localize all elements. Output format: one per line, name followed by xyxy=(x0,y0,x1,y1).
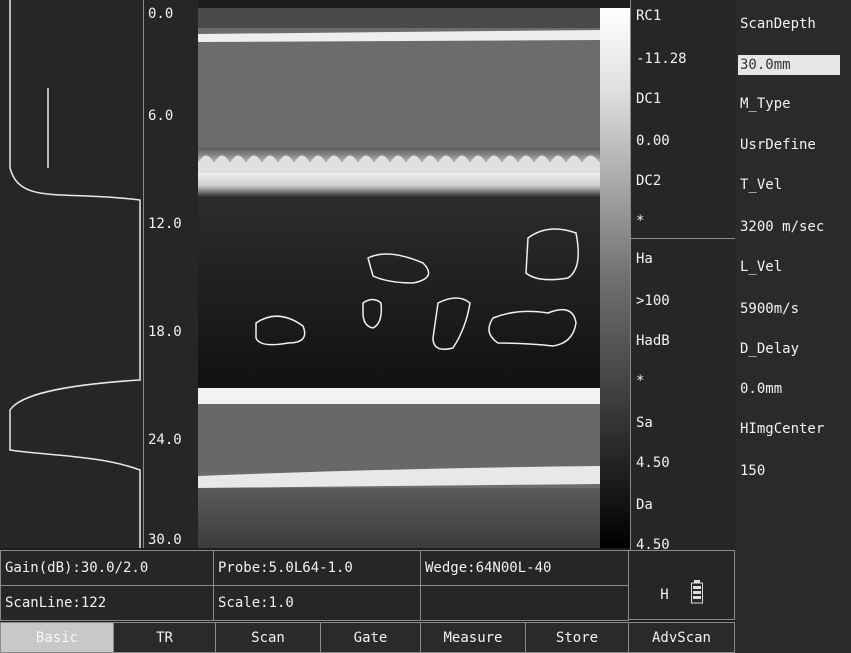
depth-label: 18.0 xyxy=(148,324,182,340)
status-field: ScanLine:122 xyxy=(0,585,214,621)
depth-label: 12.0 xyxy=(148,216,182,232)
a-scan-panel xyxy=(0,0,143,548)
status-field: Wedge:64N00L-40 xyxy=(420,550,629,586)
tab[interactable]: Measure xyxy=(420,622,526,653)
status-indicator: H xyxy=(628,550,735,620)
tab[interactable]: AdvScan xyxy=(628,622,735,653)
tab[interactable]: Basic xyxy=(0,622,114,653)
readout: DC1 xyxy=(636,91,661,107)
tab[interactable]: Store xyxy=(525,622,629,653)
mode-indicator: H xyxy=(660,587,668,603)
readout-panel: RC1 -11.28 DC1 0.00 DC2 * Ha >100 HadB *… xyxy=(630,0,737,585)
parameter-panel: ScanDepth 30.0mm M_Type UsrDefine T_Vel … xyxy=(735,0,851,653)
depth-label: 30.0 xyxy=(148,532,182,548)
depth-scale: 0.0 6.0 12.0 18.0 24.0 30.0 xyxy=(143,0,199,548)
tab[interactable]: Gate xyxy=(320,622,421,653)
parameter-value[interactable]: UsrDefine xyxy=(740,137,816,153)
status-field xyxy=(420,585,629,621)
readout: RC1 xyxy=(636,8,661,24)
parameter-label: HImgCenter xyxy=(740,421,824,437)
status-field: Scale:1.0 xyxy=(213,585,421,621)
status-field: Gain(dB):30.0/2.0 xyxy=(0,550,214,586)
flaw-detector-screen: 0.0 6.0 12.0 18.0 24.0 30.0 xyxy=(0,0,851,653)
readout: Da xyxy=(636,497,653,513)
readout: >100 xyxy=(636,293,670,309)
parameter-label: ScanDepth xyxy=(740,16,816,32)
readout: * xyxy=(636,373,644,389)
parameter-value[interactable]: 3200 m/sec xyxy=(740,219,824,235)
status-field: Probe:5.0L64-1.0 xyxy=(213,550,421,586)
readout: DC2 xyxy=(636,173,661,189)
parameter-value[interactable]: 5900m/s xyxy=(740,301,799,317)
tab[interactable]: Scan xyxy=(215,622,321,653)
parameter-value[interactable]: 150 xyxy=(740,463,765,479)
parameter-label: D_Delay xyxy=(740,341,799,357)
parameter-label: L_Vel xyxy=(740,259,782,275)
depth-label: 24.0 xyxy=(148,432,182,448)
parameter-label: T_Vel xyxy=(740,177,782,193)
color-bar xyxy=(600,8,630,548)
depth-label: 0.0 xyxy=(148,6,173,22)
readout: -11.28 xyxy=(636,51,687,67)
parameter-value[interactable]: 30.0mm xyxy=(738,55,840,75)
scan-image xyxy=(198,8,600,548)
depth-label: 6.0 xyxy=(148,108,173,124)
readout: * xyxy=(636,213,644,229)
readout: 0.00 xyxy=(636,133,670,149)
readout: HadB xyxy=(636,333,670,349)
readout: Sa xyxy=(636,415,653,431)
parameter-label: M_Type xyxy=(740,96,791,112)
battery-icon xyxy=(691,580,703,604)
readout: 4.50 xyxy=(636,455,670,471)
parameter-value[interactable]: 0.0mm xyxy=(740,381,782,397)
tab[interactable]: TR xyxy=(113,622,216,653)
readout: Ha xyxy=(636,251,653,267)
